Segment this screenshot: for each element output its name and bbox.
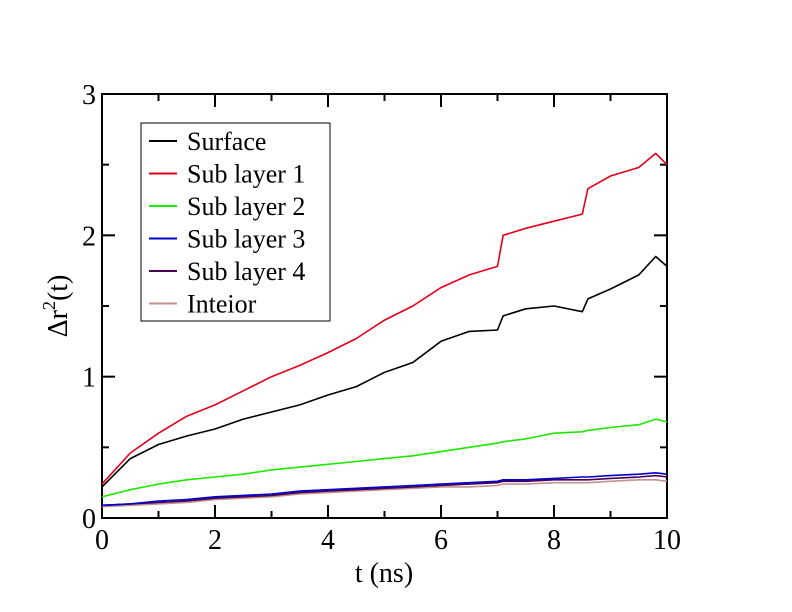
series-line-inteior — [101, 478, 668, 508]
series-group — [101, 152, 668, 508]
series-line-sub-layer-3 — [101, 471, 668, 507]
y-tick-label: 3 — [82, 80, 96, 111]
legend-label-surface: Surface — [187, 127, 266, 156]
ticks: 0 2 4 6 8 10 0 1 2 3 — [82, 80, 681, 556]
series-line-surface — [101, 255, 668, 488]
x-tick-label: 8 — [547, 525, 561, 556]
y-tick-label: 1 — [82, 363, 96, 394]
y-axis-title-sup: 2 — [39, 301, 59, 310]
y-axis-title-r: r — [43, 309, 74, 319]
legend-items: Surface Sub layer 1 Sub layer 2 Sub layer 3… — [149, 127, 305, 319]
x-axis-title: t (ns) — [355, 558, 413, 589]
legend-label-inteior: Inteior — [187, 290, 257, 319]
series-line-sub-layer-2 — [101, 418, 668, 498]
series-line-sub-layer-4 — [101, 474, 668, 507]
legend-label-sub-layer-2: Sub layer 2 — [187, 192, 305, 221]
y-axis-title: Δr2(t) — [39, 275, 74, 338]
y-tick-label: 0 — [82, 504, 96, 535]
legend-box — [140, 122, 331, 322]
x-tick-label: 0 — [95, 525, 109, 556]
y-axis-title-delta: Δ — [43, 319, 74, 337]
legend-label-sub-layer-4: Sub layer 4 — [187, 257, 305, 286]
x-tick-label: 4 — [321, 525, 335, 556]
x-tick-label: 2 — [208, 525, 222, 556]
legend-label-sub-layer-1: Sub layer 1 — [187, 160, 305, 189]
legend: Surface Sub layer 1 Sub layer 2 Sub layer 3… — [140, 122, 331, 322]
series-line-sub-layer-1 — [101, 152, 668, 485]
x-tick-label: 10 — [653, 525, 681, 556]
y-tick-label: 2 — [82, 221, 96, 252]
x-tick-label: 6 — [434, 525, 448, 556]
y-axis-title-tail: (t) — [43, 275, 74, 301]
legend-label-sub-layer-3: Sub layer 3 — [187, 225, 305, 254]
